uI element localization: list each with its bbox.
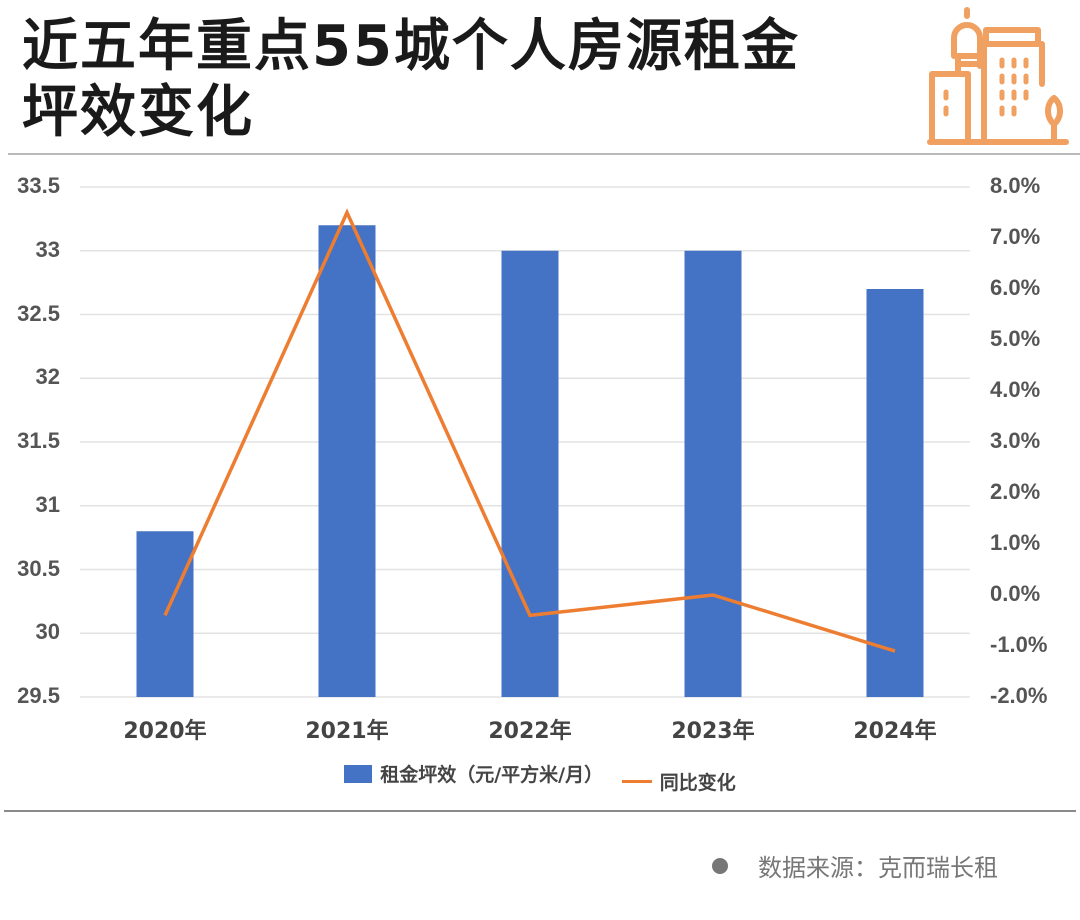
x-tick: 2022年 [488,719,572,744]
legend-bar-swatch [344,764,373,783]
footer-divider [4,810,1076,812]
y-right-tick: 8.0% [990,173,1041,198]
y-left-tick: 33 [35,236,60,262]
y-right-tick: 7.0% [990,224,1041,249]
y-left-tick: 32.5 [17,300,60,326]
y-left-tick: 31 [35,491,60,517]
bar [318,225,376,697]
y-left-tick: 30.5 [17,555,60,581]
title-line-2: 坪效变化 [22,80,254,145]
x-tick: 2024年 [853,719,937,744]
legend-line-label: 同比变化 [659,771,736,794]
legend-item-bar: 租金坪效（元/平方米/月） [344,760,603,787]
city-buildings-icon [922,4,1072,150]
yoy-line [163,208,896,653]
bar [501,250,559,697]
y-right-tick: -2.0% [990,683,1048,708]
x-tick: 2021年 [305,719,389,744]
bar [684,250,742,697]
y-right-tick: 2.0% [990,479,1041,504]
bullet-dot-icon [712,857,728,874]
title-line-1: 近五年重点55城个人房源租金 [22,14,800,79]
x-tick: 2023年 [671,719,755,744]
legend-item-line: 同比变化 [621,768,736,795]
y-left-tick: 31.5 [17,428,60,453]
y-left-tick: 32 [35,364,60,390]
x-tick: 2020年 [123,719,207,744]
y-left-tick: 29.5 [17,683,60,708]
y-right-tick: 6.0% [990,275,1041,300]
bar [866,289,924,697]
y-right-tick: 4.0% [990,377,1041,402]
legend: 租金坪效（元/平方米/月） 同比变化 [0,760,1080,795]
y-right-tick: 0.0% [990,581,1041,606]
y-right-tick: 3.0% [990,428,1041,453]
title-divider [8,153,1080,155]
source-label: 数据来源：克而瑞长租 [758,854,998,882]
legend-bar-label: 租金坪效（元/平方米/月） [380,764,604,786]
y-left-tick: 33.5 [17,173,60,198]
y-right-tick: 1.0% [990,530,1041,555]
data-source: 数据来源：克而瑞长租 [712,848,998,883]
y-right-tick: 5.0% [990,326,1041,351]
y-left-tick: 30 [35,619,60,645]
y-right-tick: -1.0% [990,632,1048,657]
chart-title: 近五年重点55城个人房源租金 坪效变化 [22,14,902,146]
chart-area: 33.5 33 32.5 32 31.5 31 30.5 30 29.5 8.0% 7.0% 6.0… [0,160,1080,800]
plot-svg [80,186,970,698]
legend-line-swatch [621,779,652,783]
